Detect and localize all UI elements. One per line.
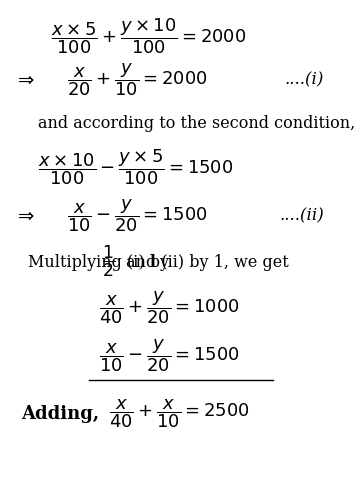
Text: $\dfrac{x}{40} + \dfrac{y}{20} = 1000$: $\dfrac{x}{40} + \dfrac{y}{20} = 1000$ [99,289,240,326]
Text: ....(i): ....(i) [285,72,324,88]
Text: $\Rightarrow$: $\Rightarrow$ [14,206,35,225]
Text: and according to the second condition,: and according to the second condition, [38,115,355,132]
Text: and (ii) by 1, we get: and (ii) by 1, we get [121,254,289,271]
Text: $\dfrac{x}{40} + \dfrac{x}{10} = 2500$: $\dfrac{x}{40} + \dfrac{x}{10} = 2500$ [109,398,250,430]
Text: $\Rightarrow$: $\Rightarrow$ [14,71,35,89]
Text: $\dfrac{x \times 10}{100} - \dfrac{y \times 5}{100} = 1500$: $\dfrac{x \times 10}{100} - \dfrac{y \ti… [38,147,233,187]
Text: $\dfrac{x \times 5}{100} + \dfrac{y \times 10}{100} = 2000$: $\dfrac{x \times 5}{100} + \dfrac{y \tim… [51,17,247,56]
Text: $\dfrac{1}{2}$: $\dfrac{1}{2}$ [102,244,115,279]
Text: Adding,: Adding, [21,405,99,423]
Text: $\dfrac{x}{20} + \dfrac{y}{10} = 2000$: $\dfrac{x}{20} + \dfrac{y}{10} = 2000$ [67,62,208,98]
Text: $\dfrac{x}{10} - \dfrac{y}{20} = 1500$: $\dfrac{x}{10} - \dfrac{y}{20} = 1500$ [67,197,208,234]
Text: Multiplying (i) by: Multiplying (i) by [28,254,174,271]
Text: ....(ii): ....(ii) [279,207,324,224]
Text: $\dfrac{x}{10} - \dfrac{y}{20} = 1500$: $\dfrac{x}{10} - \dfrac{y}{20} = 1500$ [99,337,240,374]
